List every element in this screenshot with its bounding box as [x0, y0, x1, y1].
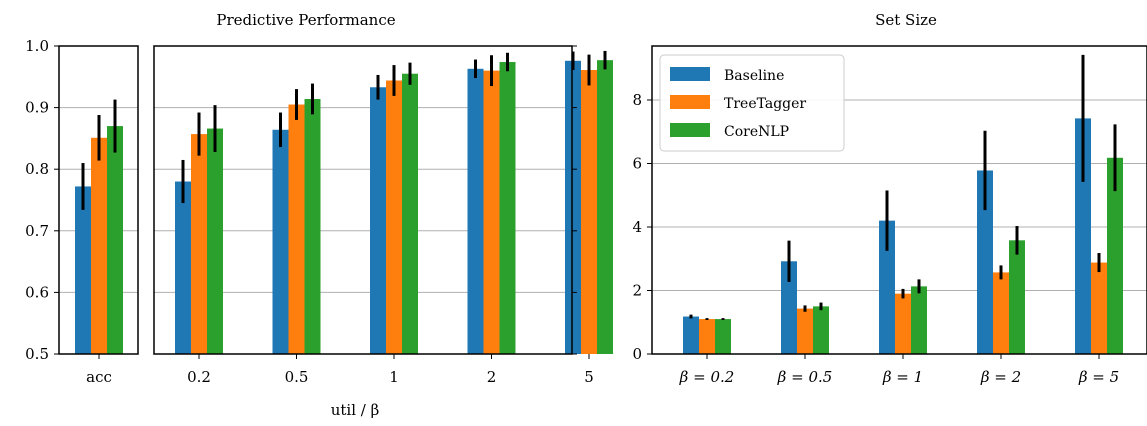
pp-util-bar-baseline-1	[370, 87, 386, 354]
setsize-bar-baseline-0-2	[683, 316, 699, 354]
pp-acc-x-tick-label-acc: acc	[86, 368, 112, 386]
setsize-y-tick-label-8: 8	[632, 91, 642, 109]
setsize-bar-corenlp-1	[911, 286, 927, 354]
setsize-y-tick-label-6: 6	[632, 154, 642, 172]
pp-util-x-tick-label-1: 1	[389, 368, 399, 386]
x-axis-label-left: util / β	[331, 401, 380, 419]
pp-acc-y-tick-label-0-7: 0.7	[25, 222, 49, 240]
pp-util-bar-baseline-0-2	[175, 181, 191, 354]
pp-util-bar-corenlp-5	[597, 60, 613, 354]
setsize-x-tick-label-2: β = 2	[980, 368, 1021, 386]
pp-acc-y-tick-label-0-8: 0.8	[25, 160, 49, 178]
setsize-x-tick-label-0-2: β = 0.2	[679, 368, 735, 386]
pp-util-frame	[153, 45, 573, 355]
pp-util-bar-treetagger-2	[483, 70, 500, 354]
legend-label-baseline: Baseline	[724, 68, 784, 84]
pp-util-bar-treetagger-0-5	[288, 104, 305, 355]
pp-util-x-tick-label-0-5: 0.5	[285, 368, 309, 386]
pp-acc-y-tick-label-0-9: 0.9	[25, 99, 49, 117]
pp-acc-bar-baseline-acc	[75, 186, 91, 354]
pp-acc-bar-treetagger-acc	[91, 137, 107, 354]
pp-util-bar-corenlp-0-5	[304, 98, 321, 354]
setsize-bar-corenlp-5	[1107, 157, 1123, 354]
setsize-x-tick-label-5: β = 5	[1078, 368, 1119, 386]
pp-util-x-tick-label-2: 2	[487, 368, 497, 386]
pp-util-bar-corenlp-1	[402, 73, 418, 354]
setsize-bar-baseline-2	[977, 170, 993, 354]
setsize-bar-baseline-5	[1075, 118, 1091, 354]
legend-label-treetagger: TreeTagger	[724, 96, 806, 112]
pp-util-bar-baseline-0-5	[272, 129, 289, 354]
setsize-bar-baseline-0-5	[781, 261, 797, 354]
pp-util-bar-baseline-2	[467, 68, 484, 355]
pp-util-bar-treetagger-1	[386, 80, 402, 354]
setsize-bar-corenlp-0-5	[813, 306, 829, 354]
setsize-bar-treetagger-2	[993, 272, 1009, 354]
pp-util-bar-corenlp-2	[499, 62, 516, 355]
title-predictive-performance: Predictive Performance	[216, 11, 395, 29]
setsize-bar-treetagger-0-2	[699, 319, 715, 354]
setsize-bar-baseline-1	[879, 220, 895, 354]
legend-label-corenlp: CoreNLP	[724, 124, 789, 140]
pp-util-bar-treetagger-5	[581, 70, 597, 355]
pp-util-bar-baseline-5	[565, 60, 581, 355]
pp-acc-bar-corenlp-acc	[107, 126, 123, 354]
setsize-bar-treetagger-1	[895, 293, 911, 354]
setsize-bar-treetagger-5	[1091, 262, 1107, 354]
pp-util-bar-treetagger-0-2	[191, 134, 207, 354]
pp-util-x-tick-label-0-2: 0.2	[187, 368, 211, 386]
pp-acc-frame	[58, 45, 139, 355]
legend-swatch-baseline	[670, 67, 710, 81]
setsize-y-tick-label-2: 2	[632, 281, 642, 299]
title-set-size: Set Size	[875, 11, 937, 29]
pp-acc-y-tick-label-1-0: 1.0	[25, 37, 49, 55]
legend-swatch-treetagger	[670, 95, 710, 109]
pp-util-x-tick-label-5: 5	[584, 368, 594, 386]
setsize-x-tick-label-1: β = 1	[882, 368, 923, 386]
setsize-frame	[651, 45, 1147, 355]
pp-util-bar-corenlp-0-2	[207, 128, 223, 354]
pp-acc-y-tick-label-0-6: 0.6	[25, 283, 49, 301]
setsize-bar-treetagger-0-5	[797, 308, 813, 354]
legend-swatch-corenlp	[670, 123, 710, 137]
setsize-y-tick-label-0: 0	[632, 345, 642, 363]
setsize-bar-corenlp-2	[1009, 240, 1025, 354]
pp-acc-y-tick-label-0-5: 0.5	[25, 345, 49, 363]
setsize-y-tick-label-4: 4	[632, 218, 642, 236]
setsize-x-tick-label-0-5: β = 0.5	[777, 368, 833, 386]
setsize-bar-corenlp-0-2	[715, 319, 731, 354]
